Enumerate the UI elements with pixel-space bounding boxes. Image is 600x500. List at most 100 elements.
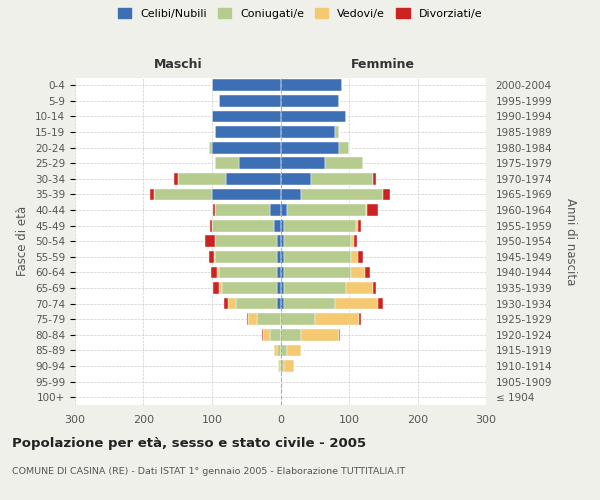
Bar <box>383 188 390 200</box>
Bar <box>247 314 248 325</box>
Text: Popolazione per età, sesso e stato civile - 2005: Popolazione per età, sesso e stato civil… <box>12 438 366 450</box>
Bar <box>228 298 236 310</box>
Bar <box>239 158 281 169</box>
Bar <box>274 344 277 356</box>
Bar <box>315 314 359 325</box>
Bar <box>355 236 356 247</box>
Bar <box>325 158 363 169</box>
Bar <box>257 314 281 325</box>
Bar <box>215 204 270 216</box>
Bar <box>219 95 281 106</box>
Bar <box>277 282 281 294</box>
Bar <box>284 236 351 247</box>
Bar <box>339 329 340 340</box>
Bar <box>217 266 219 278</box>
Bar <box>224 298 228 310</box>
Bar <box>351 251 358 262</box>
Y-axis label: Anni di nascita: Anni di nascita <box>565 198 577 285</box>
Bar <box>281 282 284 294</box>
Bar <box>281 251 284 262</box>
Bar <box>277 344 281 356</box>
Bar <box>351 266 365 278</box>
Bar <box>214 282 219 294</box>
Bar <box>277 236 281 247</box>
Bar <box>219 282 222 294</box>
Bar <box>281 204 287 216</box>
Bar <box>212 142 281 154</box>
Bar <box>209 142 212 154</box>
Bar <box>367 204 378 216</box>
Bar <box>263 329 270 340</box>
Bar <box>212 220 274 232</box>
Bar <box>339 142 349 154</box>
Bar <box>151 188 154 200</box>
Bar <box>212 80 281 91</box>
Bar <box>281 220 284 232</box>
Bar <box>335 126 339 138</box>
Bar <box>226 173 281 184</box>
Text: COMUNE DI CASINA (RE) - Dati ISTAT 1° gennaio 2005 - Elaborazione TUTTITALIA.IT: COMUNE DI CASINA (RE) - Dati ISTAT 1° ge… <box>12 468 405 476</box>
Bar <box>205 236 215 247</box>
Bar <box>284 220 356 232</box>
Text: Maschi: Maschi <box>154 58 202 71</box>
Bar <box>311 173 373 184</box>
Bar <box>270 329 281 340</box>
Bar <box>284 251 351 262</box>
Bar <box>365 266 370 278</box>
Bar <box>215 251 277 262</box>
Bar <box>373 282 376 294</box>
Bar <box>358 251 364 262</box>
Bar <box>274 220 281 232</box>
Bar <box>281 126 335 138</box>
Bar <box>281 80 342 91</box>
Legend: Celibi/Nubili, Coniugati/e, Vedovi/e, Divorziati/e: Celibi/Nubili, Coniugati/e, Vedovi/e, Di… <box>116 6 484 21</box>
Bar <box>281 95 339 106</box>
Bar <box>281 329 301 340</box>
Bar <box>366 204 367 216</box>
Bar <box>346 282 373 294</box>
Bar <box>281 158 325 169</box>
Bar <box>351 236 355 247</box>
Bar <box>284 266 351 278</box>
Bar <box>301 188 383 200</box>
Bar <box>281 344 287 356</box>
Bar <box>281 298 284 310</box>
Bar <box>279 360 281 372</box>
Bar <box>214 251 215 262</box>
Bar <box>215 126 281 138</box>
Bar <box>277 266 281 278</box>
Bar <box>222 282 277 294</box>
Text: Femmine: Femmine <box>351 58 415 71</box>
Y-axis label: Fasce di età: Fasce di età <box>16 206 29 276</box>
Bar <box>359 314 361 325</box>
Bar <box>358 220 361 232</box>
Bar <box>281 236 284 247</box>
Bar <box>281 266 284 278</box>
Bar <box>378 298 383 310</box>
Bar <box>248 314 257 325</box>
Bar <box>281 360 284 372</box>
Bar <box>287 204 366 216</box>
Bar <box>236 298 277 310</box>
Bar <box>212 110 281 122</box>
Bar <box>215 158 239 169</box>
Bar <box>211 266 217 278</box>
Bar <box>281 376 282 388</box>
Bar <box>209 251 214 262</box>
Bar <box>262 329 263 340</box>
Bar <box>301 329 339 340</box>
Bar <box>284 360 294 372</box>
Bar <box>219 266 277 278</box>
Bar <box>277 298 281 310</box>
Bar <box>212 188 281 200</box>
Bar <box>270 204 281 216</box>
Bar <box>154 188 212 200</box>
Bar <box>215 236 277 247</box>
Bar <box>175 173 178 184</box>
Bar <box>335 298 378 310</box>
Bar <box>210 220 212 232</box>
Bar <box>178 173 226 184</box>
Bar <box>287 344 301 356</box>
Bar <box>284 298 335 310</box>
Bar <box>284 282 346 294</box>
